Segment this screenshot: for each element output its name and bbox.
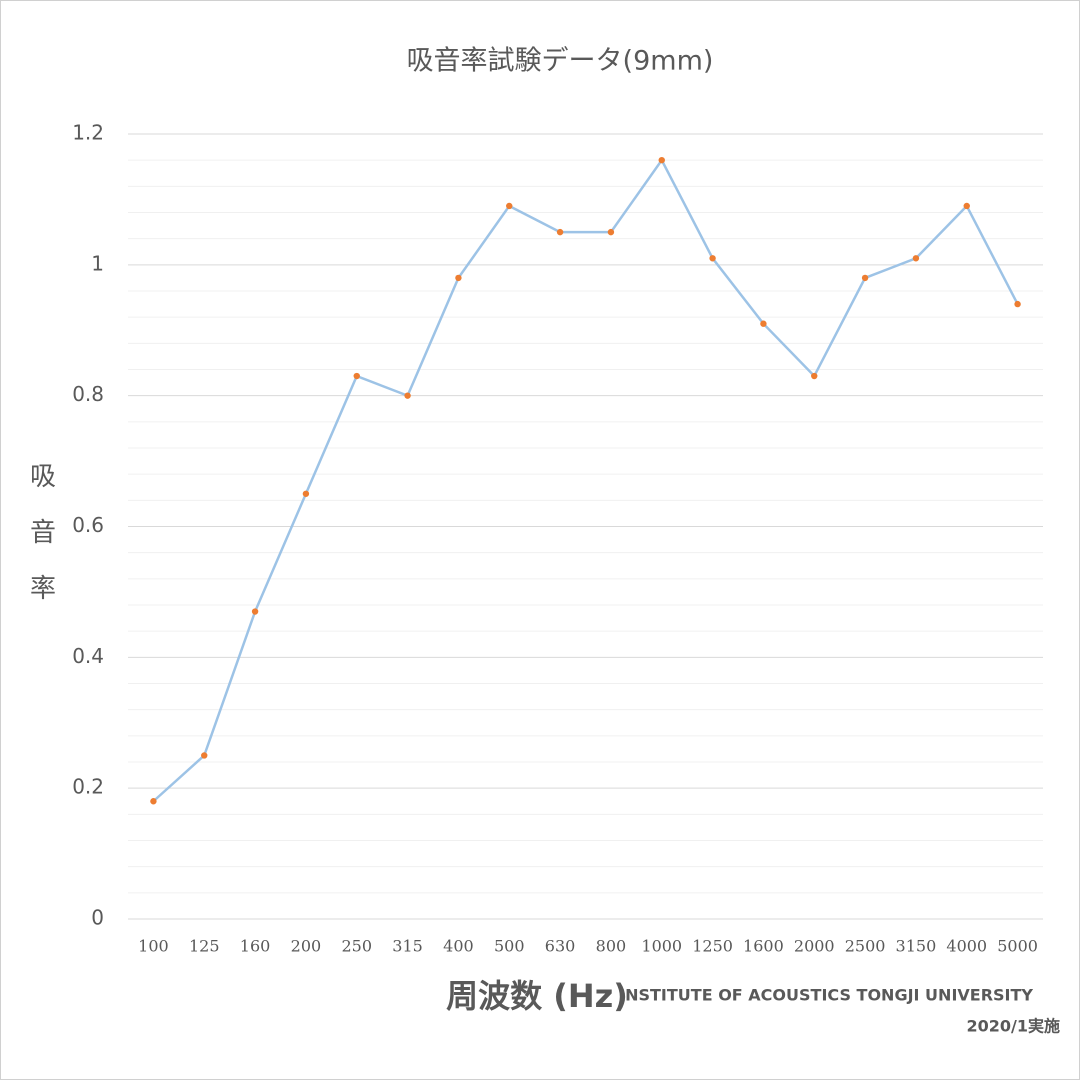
data-point: [1014, 300, 1021, 308]
data-point: [607, 228, 615, 236]
x-tick-label: 250: [341, 937, 372, 956]
y-tick-label: 1: [91, 251, 104, 275]
x-tick-label: 160: [240, 937, 271, 956]
x-tick-label: 3150: [896, 937, 937, 956]
x-tick-label: 2500: [845, 937, 886, 956]
data-point: [811, 372, 818, 380]
data-point: [302, 490, 310, 497]
x-tick-label: 1600: [743, 937, 784, 956]
x-tick-label: 800: [596, 937, 627, 956]
x-tick-label: 630: [545, 937, 576, 956]
x-tick-label: 125: [189, 937, 220, 956]
x-tick-label: 200: [291, 937, 322, 956]
y-tick-label: 1.2: [72, 121, 104, 145]
x-tick-label: 315: [392, 937, 423, 956]
data-point: [556, 228, 564, 236]
data-point: [251, 608, 259, 615]
data-line: [152, 157, 1019, 803]
x-tick-label: 1250: [692, 937, 733, 956]
x-tick-label: 4000: [946, 937, 987, 956]
x-tick-label: 1000: [641, 937, 682, 956]
y-tick-label: 0: [91, 906, 104, 930]
x-tick-label: 2000: [794, 937, 835, 956]
y-tick-label: 0.2: [72, 775, 104, 799]
y-tick-label: 0.4: [72, 644, 104, 668]
data-point: [709, 255, 716, 262]
data-point: [404, 392, 411, 399]
x-tick-label: 400: [443, 937, 474, 956]
annotation: INSTITUTE OF ACOUSTICS TONGJI UNIVERSITY: [619, 986, 1033, 1005]
data-point: [912, 255, 920, 262]
data-point: [658, 156, 665, 164]
data-point: [506, 202, 513, 210]
x-axis-label: 周波数 (Hz): [446, 977, 628, 1015]
annotation: 2020/1実施: [966, 1017, 1060, 1036]
data-point: [201, 752, 208, 759]
x-tick-label: 5000: [997, 937, 1038, 956]
data-point: [963, 202, 970, 210]
y-axis-label: 吸音率: [26, 462, 56, 630]
y-tick-label: 0.6: [72, 513, 104, 537]
x-tick-label: 100: [138, 937, 169, 956]
y-tick-label: 0.8: [72, 382, 104, 406]
x-tick-label: 500: [494, 937, 525, 956]
data-point: [353, 372, 360, 380]
data-point: [455, 274, 462, 282]
data-point: [760, 320, 767, 327]
data-point: [150, 798, 157, 805]
chart-title: 吸音率試験データ(9mm): [407, 46, 714, 77]
data-point: [861, 274, 869, 282]
